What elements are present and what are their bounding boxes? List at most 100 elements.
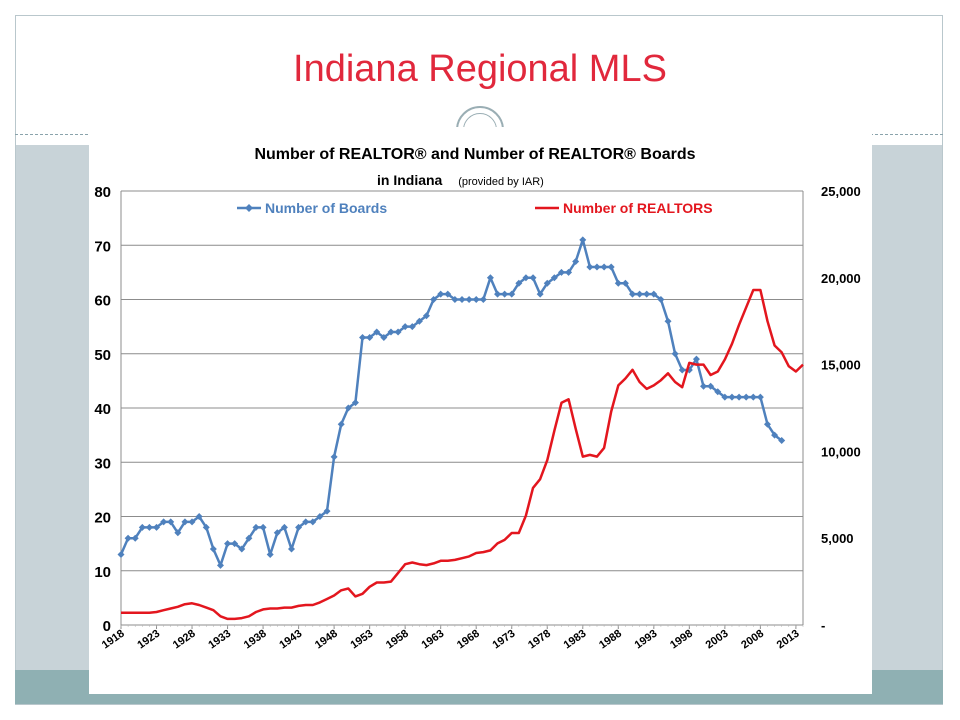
data-point-boards — [401, 323, 409, 331]
data-point-boards — [664, 317, 672, 325]
data-point-boards — [593, 263, 601, 271]
series-line-boards — [119, 238, 783, 567]
data-point-boards — [266, 550, 274, 558]
data-point-boards — [117, 550, 125, 558]
x-tick-label: 2003 — [704, 628, 731, 652]
data-point-boards — [160, 518, 168, 526]
data-point-boards — [415, 317, 423, 325]
data-point-boards — [288, 545, 295, 553]
chart-subtitle-main: in Indiana — [377, 172, 443, 188]
data-point-boards — [700, 382, 708, 390]
x-tick-label: 1938 — [242, 628, 269, 652]
data-point-boards — [373, 328, 381, 336]
legend: Number of Boards Number of REALTORS — [237, 200, 713, 216]
data-point-boards — [430, 296, 438, 303]
y-left-tick-label: 20 — [94, 510, 111, 527]
data-point-boards — [366, 333, 374, 341]
data-point-boards — [543, 279, 551, 287]
data-point-boards — [444, 290, 452, 298]
data-point-boards — [422, 312, 430, 320]
data-point-boards — [621, 279, 629, 287]
data-point-boards — [501, 290, 509, 298]
data-point-boards — [302, 518, 310, 526]
data-point-boards — [273, 529, 281, 537]
data-point-boards — [636, 290, 644, 298]
data-point-boards — [692, 355, 700, 363]
y-right-tick-label: - — [821, 618, 825, 633]
data-point-boards — [344, 404, 352, 412]
data-point-boards — [536, 290, 544, 298]
chart-subtitle-note: (provided by IAR) — [458, 176, 544, 188]
data-point-boards — [714, 388, 722, 396]
legend-diamond-icon — [245, 204, 253, 212]
data-point-boards — [557, 268, 565, 276]
x-tick-label: 1978 — [526, 628, 553, 652]
data-point-boards — [238, 545, 246, 553]
data-point-boards — [167, 518, 175, 526]
data-point-boards — [188, 518, 196, 526]
data-point-boards — [280, 523, 288, 531]
data-point-boards — [572, 258, 580, 266]
data-point-boards — [565, 268, 573, 276]
y-left-tick-label: 70 — [94, 238, 111, 255]
data-point-boards — [380, 333, 388, 341]
data-point-boards — [337, 420, 345, 428]
x-tick-label: 1983 — [562, 628, 589, 652]
data-point-boards — [771, 431, 779, 439]
data-point-boards — [153, 523, 161, 531]
data-point-boards — [607, 263, 615, 271]
data-point-boards — [138, 523, 146, 531]
data-point-boards — [671, 350, 679, 358]
series-line-realtors — [121, 288, 804, 621]
data-point-boards — [629, 290, 636, 298]
data-point-boards — [721, 393, 729, 401]
data-point-boards — [465, 296, 473, 303]
x-tick-label: 1923 — [135, 628, 162, 652]
data-point-boards — [231, 540, 239, 548]
data-point-boards — [508, 290, 516, 298]
data-point-boards — [614, 279, 622, 287]
data-point-boards — [330, 453, 338, 461]
data-point-boards — [181, 518, 189, 526]
legend-label-realtors: Number of REALTORS — [563, 200, 713, 216]
data-point-boards — [295, 523, 303, 531]
data-point-boards — [195, 513, 203, 520]
chart: 0 10 20 30 40 50 60 70 80 - 5,000 10,000 15,000 20,00… — [94, 146, 861, 652]
y-left-tick-label: 10 — [94, 564, 111, 581]
data-point-boards — [586, 263, 594, 271]
data-point-boards — [579, 236, 587, 244]
y-left-tick-label: 50 — [94, 347, 111, 364]
data-point-boards — [202, 523, 210, 531]
y-right-tick-label: 10,000 — [821, 444, 861, 459]
data-point-boards — [479, 296, 487, 303]
y-right-tick-label: 25,000 — [821, 184, 861, 199]
data-point-boards — [529, 274, 537, 282]
y-left-tick-label: 80 — [94, 184, 111, 201]
y-right-tick-label: 20,000 — [821, 271, 861, 286]
x-tick-label: 1998 — [668, 628, 695, 652]
data-point-boards — [550, 274, 558, 282]
data-point-boards — [323, 507, 331, 515]
x-tick-label: 2013 — [775, 628, 802, 652]
x-tick-label: 1933 — [206, 628, 233, 652]
data-point-boards — [174, 529, 182, 537]
data-point-boards — [394, 328, 402, 336]
data-point-boards — [600, 263, 608, 271]
x-tick-label: 1968 — [455, 628, 482, 652]
data-point-boards — [245, 534, 253, 542]
y-left-tick-label: 40 — [94, 401, 111, 418]
data-point-boards — [778, 437, 786, 445]
data-point-boards — [742, 393, 750, 401]
chart-title: Number of REALTOR® and Number of REALTOR… — [254, 146, 695, 163]
data-point-boards — [522, 274, 530, 282]
data-point-boards — [515, 279, 523, 287]
data-point-boards — [252, 523, 260, 531]
data-point-boards — [351, 399, 359, 407]
data-point-boards — [707, 382, 715, 390]
x-tick-label: 1993 — [633, 628, 660, 652]
data-point-boards — [259, 523, 267, 531]
data-point-boards — [451, 296, 459, 303]
data-point-boards — [458, 296, 466, 303]
data-point-boards — [657, 296, 665, 303]
data-point-boards — [678, 366, 686, 374]
